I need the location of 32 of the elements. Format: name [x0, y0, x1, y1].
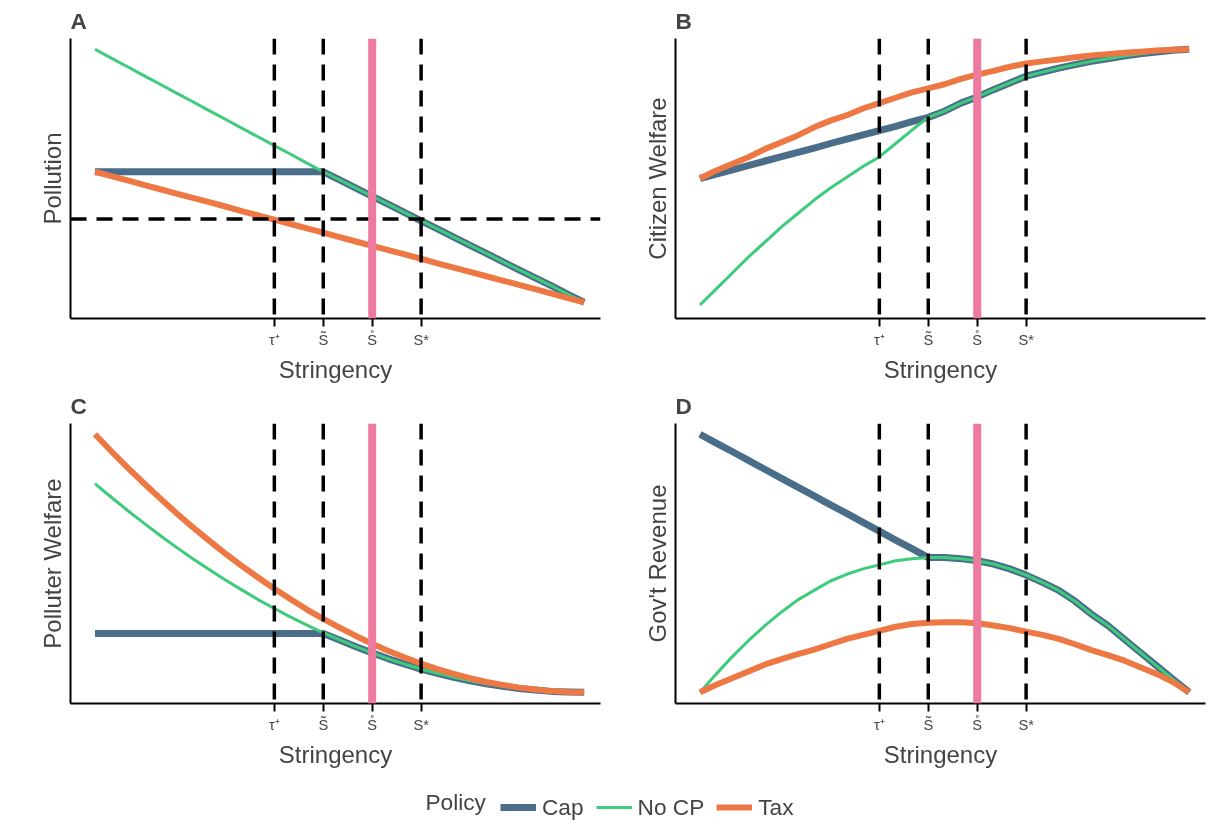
chart-title: D — [675, 392, 692, 419]
x-tick-label: τ⁺ — [873, 331, 885, 348]
x-tick-label: S̃ — [318, 331, 329, 348]
x-tick-label: S̊ — [367, 330, 378, 348]
x-axis-title: Stringency — [883, 740, 998, 768]
x-tick-label: S̃ — [923, 331, 934, 348]
chart-title: B — [675, 7, 692, 34]
chart-title: C — [70, 392, 87, 419]
legend-title: Policy — [425, 788, 487, 815]
legend-label: Cap — [542, 792, 584, 822]
x-axis-title: Stringency — [883, 355, 998, 383]
y-axis-title: Polluter Welfare — [38, 478, 66, 649]
y-axis-title: Pollution — [38, 132, 66, 225]
chart-title: A — [70, 7, 87, 34]
x-tick-label: τ⁺ — [873, 716, 885, 733]
x-tick-label: S* — [413, 331, 430, 348]
x-tick-label: S̊ — [972, 715, 983, 733]
y-axis-title: Gov't Revenue — [643, 484, 671, 643]
x-tick-label: S* — [413, 716, 430, 733]
x-tick-label: S̃ — [923, 716, 934, 733]
legend-label: Tax — [758, 792, 794, 822]
x-tick-label: S* — [1018, 716, 1035, 733]
y-axis-title: Citizen Welfare — [643, 97, 671, 260]
x-tick-label: S* — [1018, 331, 1035, 348]
x-axis-title: Stringency — [278, 355, 393, 383]
x-axis-title: Stringency — [278, 740, 393, 768]
x-tick-label: S̊ — [367, 715, 378, 733]
x-tick-label: S̊ — [972, 330, 983, 348]
x-tick-label: S̃ — [318, 716, 329, 733]
legend-label: No CP — [637, 792, 705, 822]
x-tick-label: τ⁺ — [268, 716, 280, 733]
x-tick-label: τ⁺ — [268, 331, 280, 348]
